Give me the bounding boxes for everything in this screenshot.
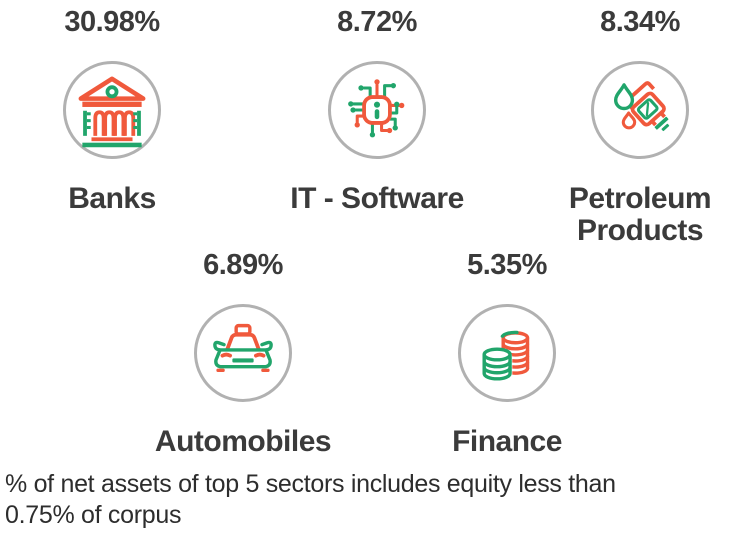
sector-percent: 8.72% — [337, 6, 417, 38]
sector-label: Finance — [452, 425, 562, 458]
sector-percent: 5.35% — [467, 249, 547, 281]
sector-card-petroleum-products: 8.34% Petroleum Products — [536, 6, 738, 246]
sector-icon-circle — [591, 61, 689, 159]
circuit-chip-icon — [348, 79, 405, 138]
sector-card-automobiles: 6.89% Automobiles — [131, 249, 355, 458]
sector-percent: 8.34% — [600, 6, 680, 38]
sector-label: Automobiles — [154, 425, 332, 458]
sector-label: Petroleum Products — [568, 182, 712, 247]
sector-card-banks: 30.98% Banks — [0, 6, 224, 215]
sector-card-it-software: 8.72% — [265, 6, 489, 215]
sector-icon-circle — [328, 61, 426, 159]
car-front-icon — [213, 323, 273, 372]
sector-percent: 30.98% — [64, 6, 160, 38]
coin-stack-icon — [481, 330, 530, 385]
sector-label: Banks — [68, 182, 156, 215]
sector-card-finance: 5.35% Finance — [395, 249, 619, 458]
footnote-text: % of net assets of top 5 sectors include… — [5, 469, 616, 531]
sector-label: IT - Software — [290, 182, 464, 215]
sector-icon-circle — [63, 61, 161, 159]
fuel-nozzle-icon — [613, 81, 670, 132]
footnote-line-2: 0.75% of corpus — [5, 501, 182, 529]
bank-building-icon — [78, 76, 146, 148]
sector-icon-circle — [194, 304, 292, 402]
sector-icon-circle — [458, 304, 556, 402]
sector-percent: 6.89% — [203, 249, 283, 281]
footnote-line-1: % of net assets of top 5 sectors include… — [5, 470, 616, 498]
